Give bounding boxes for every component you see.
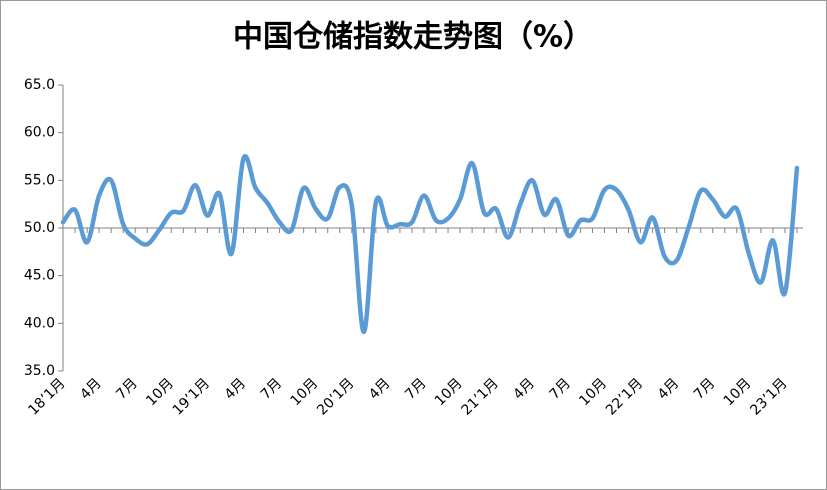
data-line (60, 153, 800, 335)
y-tick-label: 45.0 (24, 268, 55, 284)
y-tick-label: 35.0 (24, 363, 55, 379)
chart-title: 中国仓储指数走势图（%） (233, 20, 593, 55)
y-tick-label: 40.0 (24, 315, 55, 331)
y-tick-label: 55.0 (24, 172, 55, 188)
y-tick-label: 65.0 (24, 77, 55, 93)
y-tick-label: 60.0 (24, 125, 55, 141)
y-tick-label: 50.0 (24, 220, 55, 236)
